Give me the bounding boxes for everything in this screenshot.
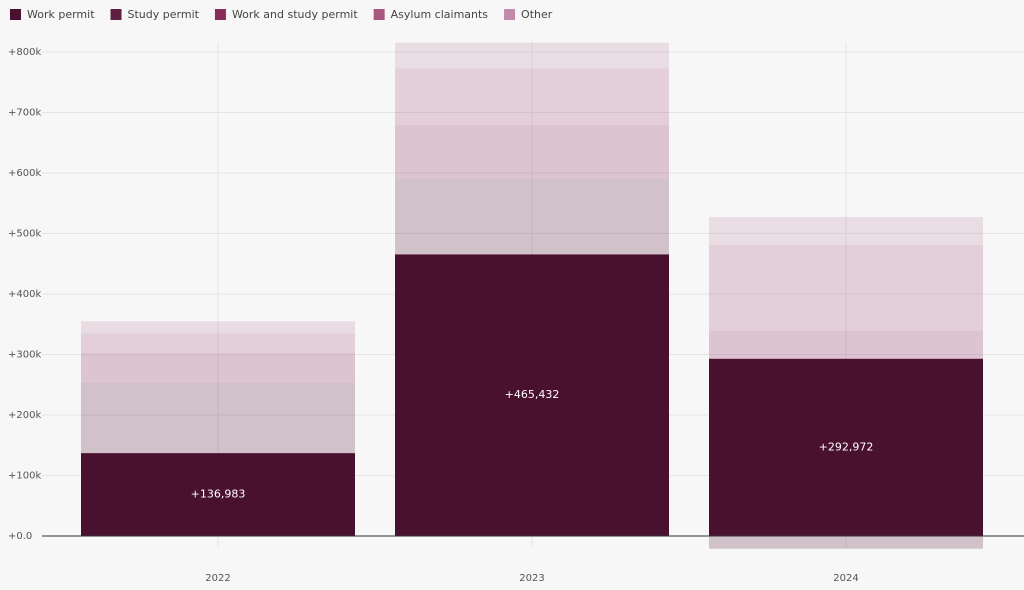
- legend-swatch: [10, 9, 21, 20]
- legend-swatch: [214, 9, 226, 20]
- bar-segment: [395, 68, 669, 125]
- y-tick-label: +600k: [8, 168, 41, 179]
- bar-segment: [81, 453, 355, 536]
- bar-segment: [709, 217, 983, 246]
- bar-segment: [709, 330, 983, 359]
- bar-segment: [81, 353, 355, 383]
- x-tick-label: 2024: [833, 573, 858, 584]
- y-tick-label: +400k: [8, 289, 41, 300]
- legend-label: Other: [521, 8, 553, 21]
- legend-label: Study permit: [128, 8, 200, 21]
- legend-label: Work permit: [27, 8, 95, 21]
- y-tick-label: +200k: [8, 410, 41, 421]
- legend-label: Asylum claimants: [391, 8, 489, 21]
- y-tick-label: +700k: [8, 108, 41, 119]
- bar-segment: [395, 124, 669, 179]
- y-tick-label: +500k: [8, 229, 41, 240]
- legend-swatch: [373, 9, 385, 20]
- bar-segment: [395, 254, 669, 536]
- value-label: +465,432: [505, 388, 560, 401]
- y-tick-label: +0.0: [8, 531, 32, 542]
- bar-segment: [81, 333, 355, 354]
- y-tick-label: +800k: [8, 47, 41, 58]
- bar-segment: [709, 358, 983, 536]
- x-tick-label: 2023: [519, 573, 544, 584]
- legend-label: Work and study permit: [232, 8, 358, 21]
- bar-segment: [709, 536, 983, 549]
- x-tick-label: 2022: [205, 573, 230, 584]
- y-tick-label: +300k: [8, 350, 41, 361]
- bar-segment: [395, 178, 669, 255]
- bar-segment: [395, 42, 669, 69]
- value-label: +136,983: [191, 488, 246, 501]
- legend-swatch: [504, 9, 516, 20]
- y-tick-label: +100k: [8, 471, 41, 482]
- value-label: +292,972: [819, 440, 874, 453]
- legend-swatch: [110, 9, 122, 20]
- bar-segment: [709, 245, 983, 331]
- bar-segment: [81, 382, 355, 454]
- bar-segment: [81, 321, 355, 334]
